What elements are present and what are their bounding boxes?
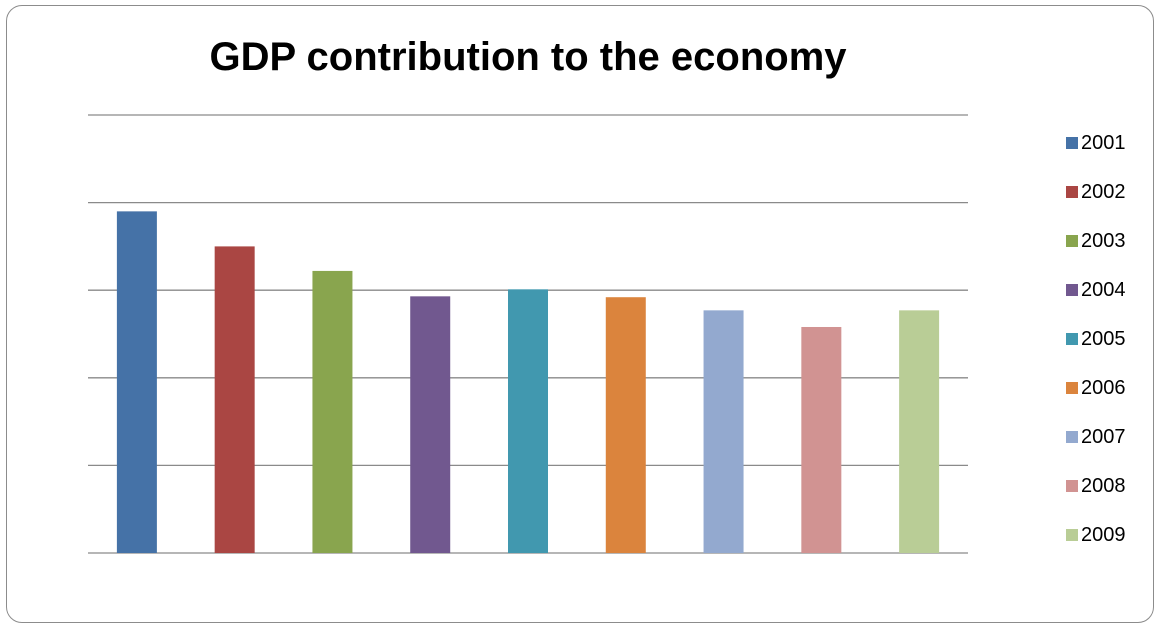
- bar-2003: [312, 270, 353, 553]
- legend-label: 2004: [1081, 278, 1126, 301]
- legend-swatch: [1066, 381, 1078, 394]
- legend-swatch: [1066, 528, 1078, 541]
- legend-label: 2006: [1081, 376, 1126, 399]
- legend-swatch: [1066, 332, 1078, 345]
- legend-item-2002: 2002: [1066, 167, 1126, 216]
- legend-swatch: [1066, 185, 1078, 198]
- legend-swatch: [1066, 136, 1078, 149]
- legend-label: 2008: [1081, 474, 1126, 497]
- bar-2001: [116, 211, 157, 554]
- legend-label: 2001: [1081, 131, 1126, 154]
- bar-2009: [899, 310, 940, 553]
- legend-swatch: [1066, 479, 1078, 492]
- bar-2008: [801, 326, 842, 553]
- chart-frame: [6, 5, 1154, 623]
- legend-swatch: [1066, 430, 1078, 443]
- legend-item-2004: 2004: [1066, 265, 1126, 314]
- legend-label: 2002: [1081, 180, 1126, 203]
- bar-2007: [703, 310, 744, 553]
- legend-item-2009: 2009: [1066, 510, 1126, 559]
- legend-item-2008: 2008: [1066, 461, 1126, 510]
- legend-item-2007: 2007: [1066, 412, 1126, 461]
- legend-label: 2009: [1081, 523, 1126, 546]
- legend-item-2006: 2006: [1066, 363, 1126, 412]
- legend-label: 2005: [1081, 327, 1126, 350]
- bar-2005: [508, 289, 548, 553]
- bar-2004: [410, 296, 451, 553]
- legend-swatch: [1066, 234, 1078, 247]
- legend-item-2003: 2003: [1066, 216, 1126, 265]
- legend-label: 2007: [1081, 425, 1126, 448]
- legend-item-2005: 2005: [1066, 314, 1126, 363]
- legend: 2001 2002 2003 2004 2005 2006 2007 2008 2009: [1066, 118, 1126, 559]
- legend-label: 2003: [1081, 229, 1126, 252]
- bar-2002: [214, 246, 255, 553]
- bar-2006: [605, 297, 646, 553]
- chart-title: GDP contribution to the economy: [209, 35, 847, 79]
- bars: [116, 211, 940, 554]
- legend-item-2001: 2001: [1066, 118, 1126, 167]
- legend-swatch: [1066, 283, 1078, 296]
